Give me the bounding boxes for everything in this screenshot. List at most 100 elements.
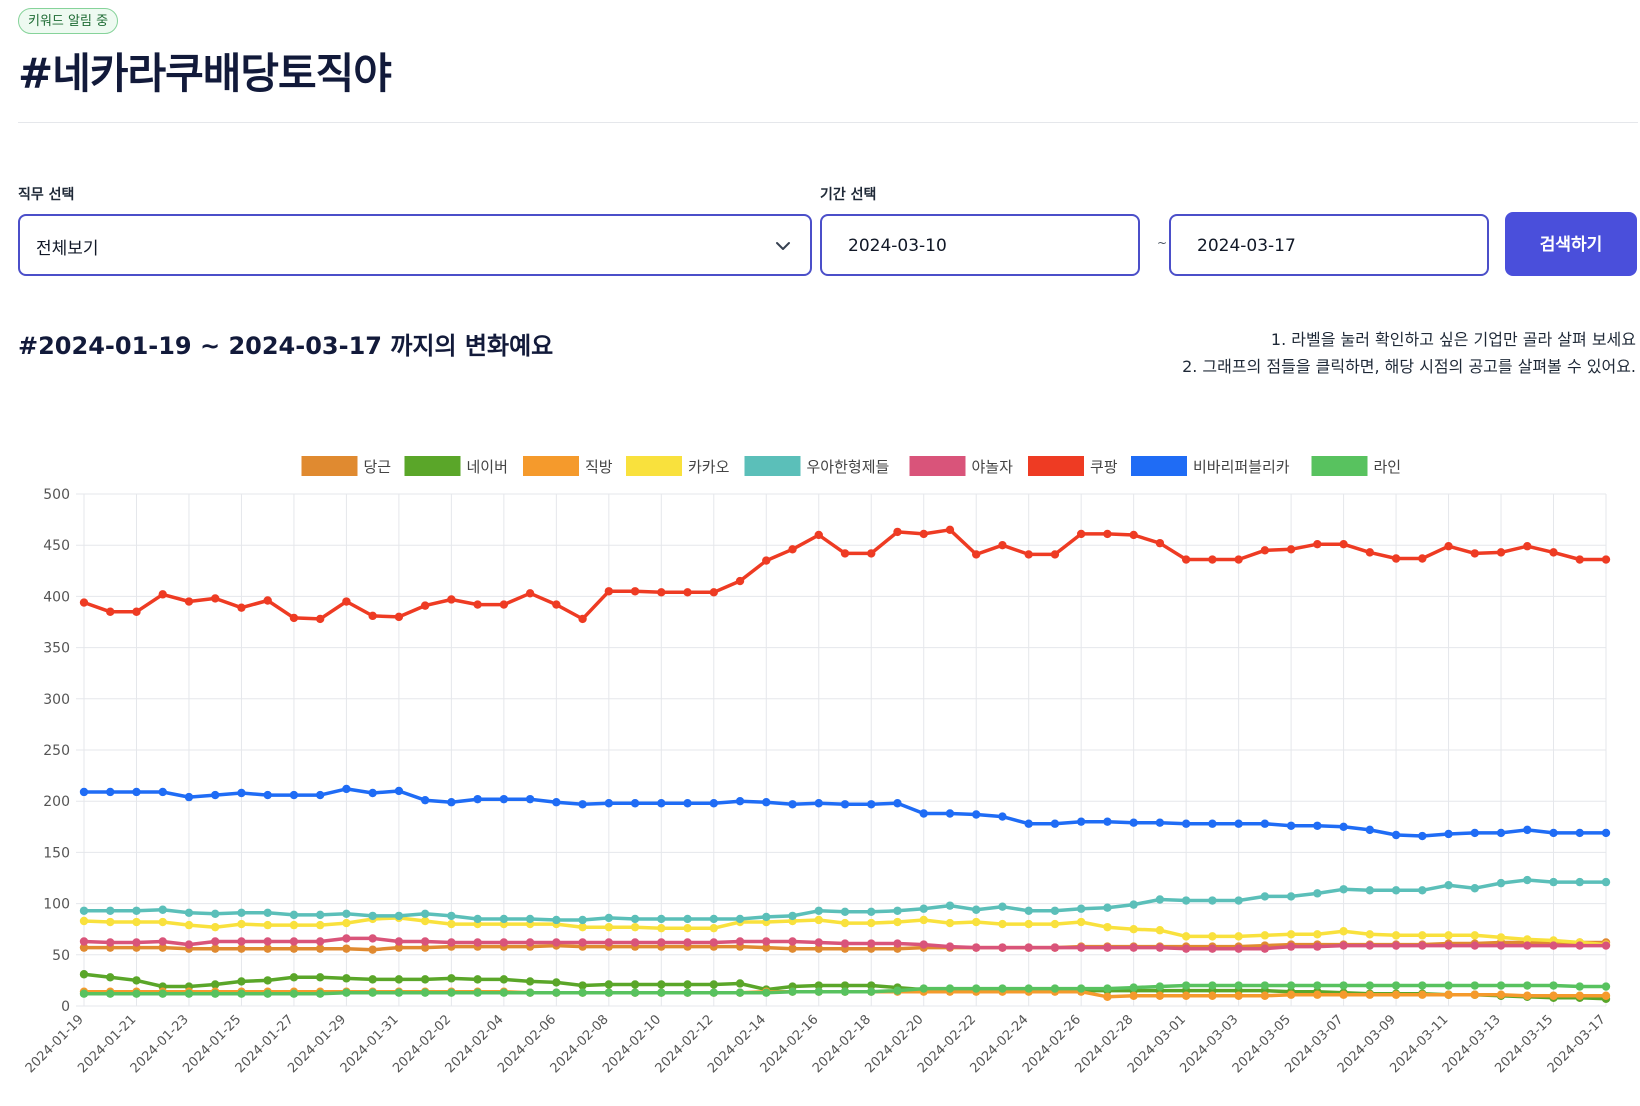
data-point[interactable]	[473, 600, 482, 609]
data-point[interactable]	[1234, 981, 1243, 990]
data-point[interactable]	[1208, 819, 1217, 828]
legend-label-카카오[interactable]: 카카오	[688, 458, 730, 476]
data-point[interactable]	[525, 938, 535, 947]
data-point[interactable]	[1129, 943, 1138, 952]
data-point[interactable]	[998, 943, 1007, 952]
data-point[interactable]	[998, 919, 1007, 929]
data-point[interactable]	[79, 598, 89, 607]
data-point[interactable]	[447, 595, 456, 604]
data-point[interactable]	[1418, 990, 1427, 999]
data-point[interactable]	[867, 981, 876, 990]
data-point[interactable]	[1575, 877, 1584, 887]
data-point[interactable]	[919, 984, 928, 993]
data-point[interactable]	[814, 799, 823, 808]
data-point[interactable]	[211, 937, 220, 946]
data-point[interactable]	[525, 914, 535, 924]
data-point[interactable]	[578, 988, 587, 997]
data-point[interactable]	[1575, 828, 1584, 838]
data-point[interactable]	[709, 988, 718, 997]
data-point[interactable]	[1181, 896, 1191, 905]
data-point[interactable]	[972, 984, 981, 993]
data-point[interactable]	[1601, 555, 1611, 564]
data-point[interactable]	[158, 937, 167, 946]
data-point[interactable]	[762, 943, 771, 952]
data-point[interactable]	[315, 910, 325, 920]
data-point[interactable]	[158, 787, 167, 797]
legend-label-비바리퍼블리카[interactable]: 비바리퍼블리카	[1193, 458, 1290, 476]
data-point[interactable]	[552, 600, 561, 609]
data-point[interactable]	[1496, 990, 1506, 999]
data-point[interactable]	[840, 939, 850, 948]
data-point[interactable]	[1575, 991, 1584, 1000]
data-point[interactable]	[683, 988, 692, 997]
data-point[interactable]	[1024, 819, 1033, 828]
data-point[interactable]	[683, 980, 692, 989]
data-point[interactable]	[342, 988, 351, 997]
data-point[interactable]	[237, 937, 246, 946]
data-point[interactable]	[1076, 984, 1086, 993]
data-point[interactable]	[1418, 981, 1427, 990]
data-point[interactable]	[709, 914, 718, 924]
legend-label-야놀자[interactable]: 야놀자	[972, 458, 1014, 476]
data-point[interactable]	[106, 906, 115, 915]
data-point[interactable]	[1365, 825, 1375, 835]
data-point[interactable]	[368, 911, 377, 921]
data-point[interactable]	[1549, 548, 1558, 557]
data-point[interactable]	[945, 809, 955, 818]
data-point[interactable]	[1444, 990, 1453, 999]
data-point[interactable]	[1313, 930, 1322, 939]
data-point[interactable]	[893, 917, 902, 927]
data-point[interactable]	[788, 911, 797, 921]
data-point[interactable]	[1181, 991, 1191, 1000]
data-point[interactable]	[578, 922, 587, 932]
data-point[interactable]	[998, 984, 1007, 993]
data-point[interactable]	[1181, 555, 1191, 564]
data-point[interactable]	[814, 938, 823, 947]
data-point[interactable]	[735, 988, 745, 997]
data-point[interactable]	[788, 937, 797, 946]
data-point[interactable]	[315, 790, 325, 800]
data-point[interactable]	[1339, 539, 1348, 549]
data-point[interactable]	[1129, 983, 1138, 992]
data-point[interactable]	[473, 914, 482, 924]
data-point[interactable]	[420, 988, 430, 997]
data-point[interactable]	[79, 787, 89, 797]
data-point[interactable]	[1365, 886, 1375, 895]
data-point[interactable]	[1129, 991, 1138, 1000]
data-point[interactable]	[1260, 931, 1270, 940]
data-point[interactable]	[237, 944, 246, 953]
data-point[interactable]	[1601, 991, 1611, 1000]
data-point[interactable]	[840, 800, 850, 809]
data-point[interactable]	[657, 988, 666, 997]
data-point[interactable]	[1103, 922, 1112, 932]
data-point[interactable]	[867, 987, 876, 996]
data-point[interactable]	[1129, 925, 1138, 934]
data-point[interactable]	[1313, 821, 1322, 830]
data-point[interactable]	[79, 943, 89, 952]
data-point[interactable]	[447, 911, 456, 921]
data-point[interactable]	[1129, 900, 1138, 909]
data-point[interactable]	[1444, 880, 1453, 890]
data-point[interactable]	[630, 799, 640, 808]
data-point[interactable]	[1313, 981, 1322, 990]
data-point[interactable]	[1050, 819, 1060, 828]
data-point[interactable]	[394, 937, 404, 946]
data-point[interactable]	[945, 942, 955, 951]
data-point[interactable]	[1601, 941, 1611, 950]
data-point[interactable]	[1496, 878, 1506, 888]
data-point[interactable]	[184, 792, 194, 802]
data-point[interactable]	[499, 914, 509, 924]
data-point[interactable]	[840, 918, 850, 928]
data-point[interactable]	[1470, 990, 1479, 999]
data-point[interactable]	[289, 920, 299, 930]
data-point[interactable]	[473, 938, 482, 947]
data-point[interactable]	[106, 787, 115, 797]
data-point[interactable]	[604, 988, 614, 997]
data-point[interactable]	[342, 784, 351, 794]
data-point[interactable]	[1234, 896, 1243, 905]
data-point[interactable]	[762, 912, 771, 922]
data-point[interactable]	[420, 975, 430, 984]
data-point[interactable]	[814, 915, 823, 925]
data-point[interactable]	[1575, 982, 1584, 991]
data-point[interactable]	[106, 973, 115, 982]
